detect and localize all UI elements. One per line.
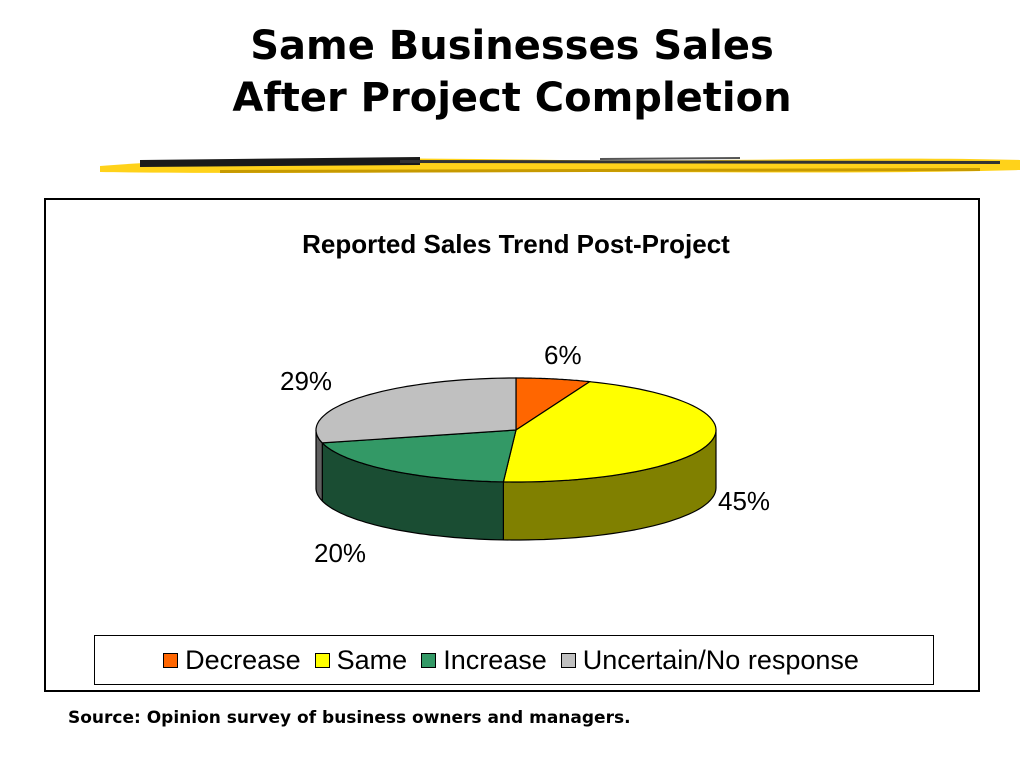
pie-slice-increase <box>320 429 517 483</box>
legend-label-increase: Increase <box>443 644 547 675</box>
pie-chart: Reported Sales Trend Post-Project 6% 45%… <box>280 229 770 568</box>
slide-title-line-1: Same Businesses Sales <box>250 23 774 69</box>
legend-label-same: Same <box>336 644 408 675</box>
legend-swatch-same <box>314 652 330 668</box>
legend-label-decrease: Decrease <box>185 644 301 675</box>
legend-item-same: Same <box>314 644 408 676</box>
legend-item-uncertain: Uncertain/No response <box>560 644 859 676</box>
legend-item-decrease: Decrease <box>163 645 301 676</box>
slide-title: Same Businesses Sales After Project Comp… <box>0 20 1024 124</box>
legend-item-increase: Increase <box>421 645 547 676</box>
slice-label-decrease: 6% <box>544 340 582 370</box>
legend-swatch-uncertain <box>560 652 576 668</box>
chart-title: Reported Sales Trend Post-Project <box>302 229 730 259</box>
slice-label-uncertain: 29% <box>280 366 332 396</box>
slide-title-line-2: After Project Completion <box>232 75 792 121</box>
pie-slice-decrease <box>515 377 592 432</box>
slice-label-increase: 20% <box>314 538 366 568</box>
legend-swatch-increase <box>421 652 437 668</box>
legend-label-uncertain: Uncertain/No response <box>582 644 859 675</box>
chart-legend: Decrease Same Increase Uncertain/No resp… <box>94 635 934 685</box>
chart-frame: Reported Sales Trend Post-Project 6% 45%… <box>44 198 980 692</box>
pie-slice-same <box>502 381 717 483</box>
legend-swatch-decrease <box>163 652 179 668</box>
source-note: Source: Opinion survey of business owner… <box>68 708 631 728</box>
pie-slice-uncertain-no-response <box>315 377 517 444</box>
decorative-brush-stroke <box>100 157 1020 173</box>
slice-label-same: 45% <box>718 486 770 516</box>
